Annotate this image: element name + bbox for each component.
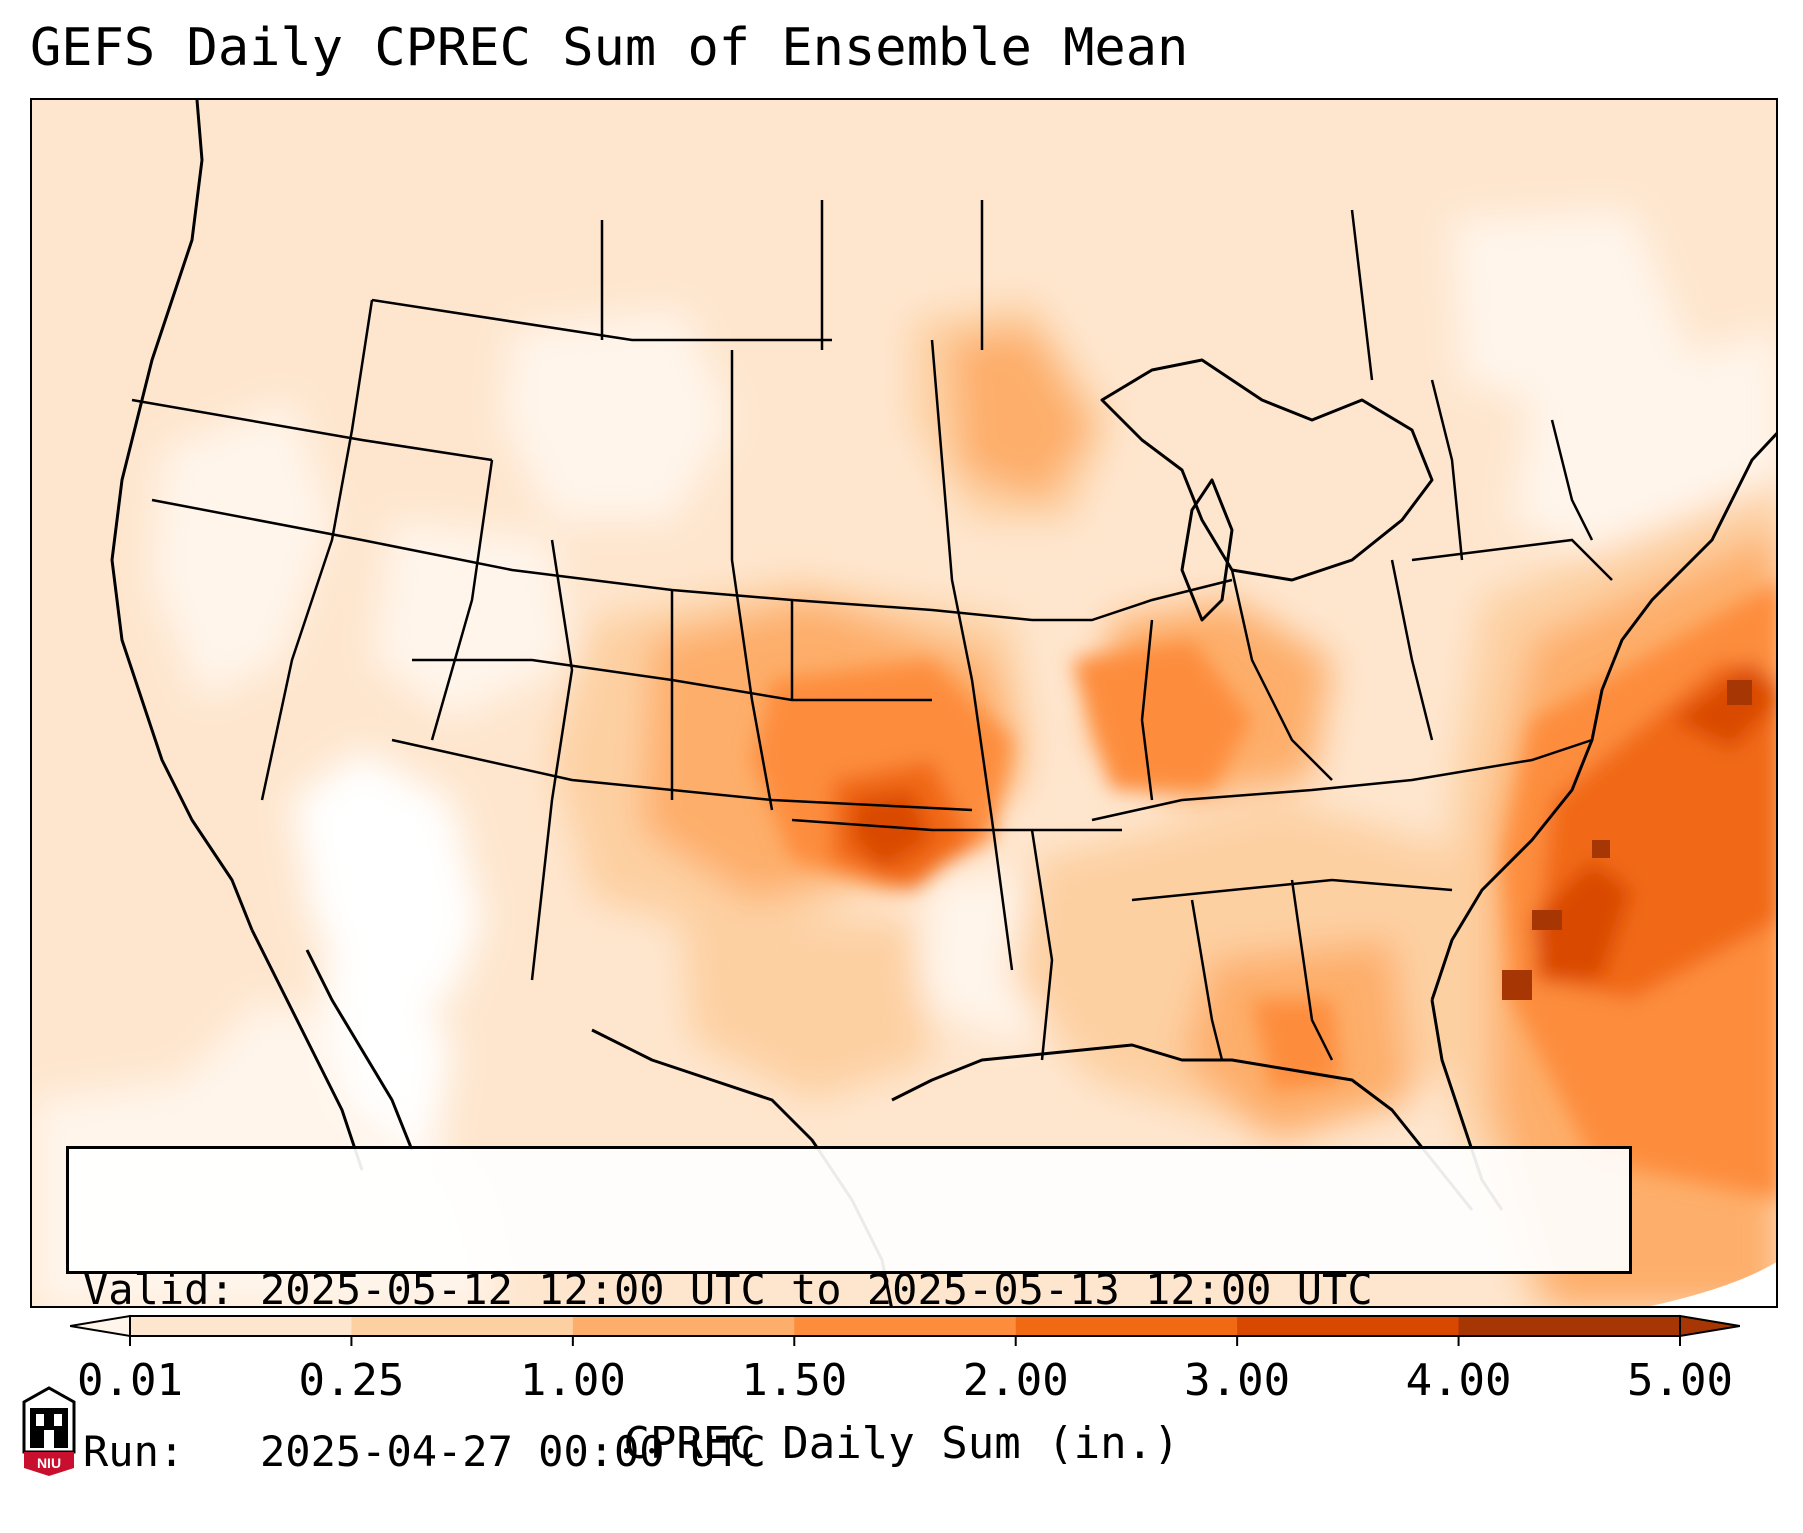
colorbar-tick-label: 1.00 (519, 1355, 626, 1406)
colorbar-tick-labels: 0.01 0.25 1.00 1.50 2.00 3.00 4.00 5.00 (0, 1355, 1803, 1415)
colorbar-tick-label: 0.25 (298, 1355, 405, 1406)
valid-row: Valid: 2025-05-12 12:00 UTC to 2025-05-1… (83, 1263, 1615, 1317)
colorbar-segment (1458, 1316, 1681, 1336)
precip-field-core (752, 582, 1776, 1200)
colorbar-tick-label: 1.50 (741, 1355, 848, 1406)
colorbar-tick-label: 0.01 (77, 1355, 183, 1406)
map-title: GEFS Daily CPREC Sum of Ensemble Mean (30, 18, 1189, 78)
colorbar-segment (130, 1316, 352, 1336)
colorbar-tick-label: 4.00 (1405, 1355, 1512, 1406)
run-value: 2025-04-27 00:00 UTC (260, 1427, 766, 1476)
colorbar-segment (351, 1316, 574, 1336)
niu-logo: NIU (22, 1386, 76, 1476)
colorbar-segment (1237, 1316, 1460, 1336)
info-box: Valid: 2025-05-12 12:00 UTC to 2025-05-1… (66, 1146, 1632, 1476)
valid-value: 2025-05-12 12:00 UTC to 2025-05-13 12:00… (260, 1265, 1373, 1314)
state-borders (131, 200, 1613, 1061)
coastlines (110, 100, 1776, 1306)
projection-edge (1650, 1262, 1776, 1306)
valid-label: Valid: (83, 1265, 235, 1314)
colorbar-tick-label: 2.00 (962, 1355, 1069, 1406)
run-row: Run: 2025-04-27 00:00 UTC (83, 1425, 1615, 1479)
colorbar-segment (572, 1316, 795, 1336)
logo-text: NIU (37, 1455, 61, 1471)
precip-peaks (1502, 680, 1752, 1000)
colorbar-extend-low (70, 1314, 131, 1338)
map-panel (30, 98, 1778, 1308)
colorbar-tick-label: 3.00 (1184, 1355, 1291, 1406)
colorbar-tick-label: 5.00 (1627, 1355, 1733, 1406)
colorbar (70, 1314, 1740, 1346)
precip-map (32, 100, 1776, 1306)
colorbar-segment (794, 1316, 1017, 1336)
colorbar-extend-high (1679, 1314, 1740, 1338)
colorbar-segment (1015, 1316, 1238, 1336)
run-label: Run: (83, 1427, 185, 1476)
colorbar-border (129, 1315, 1681, 1337)
colorbar-label: CPREC Daily Sum (in.) (623, 1418, 1180, 1469)
